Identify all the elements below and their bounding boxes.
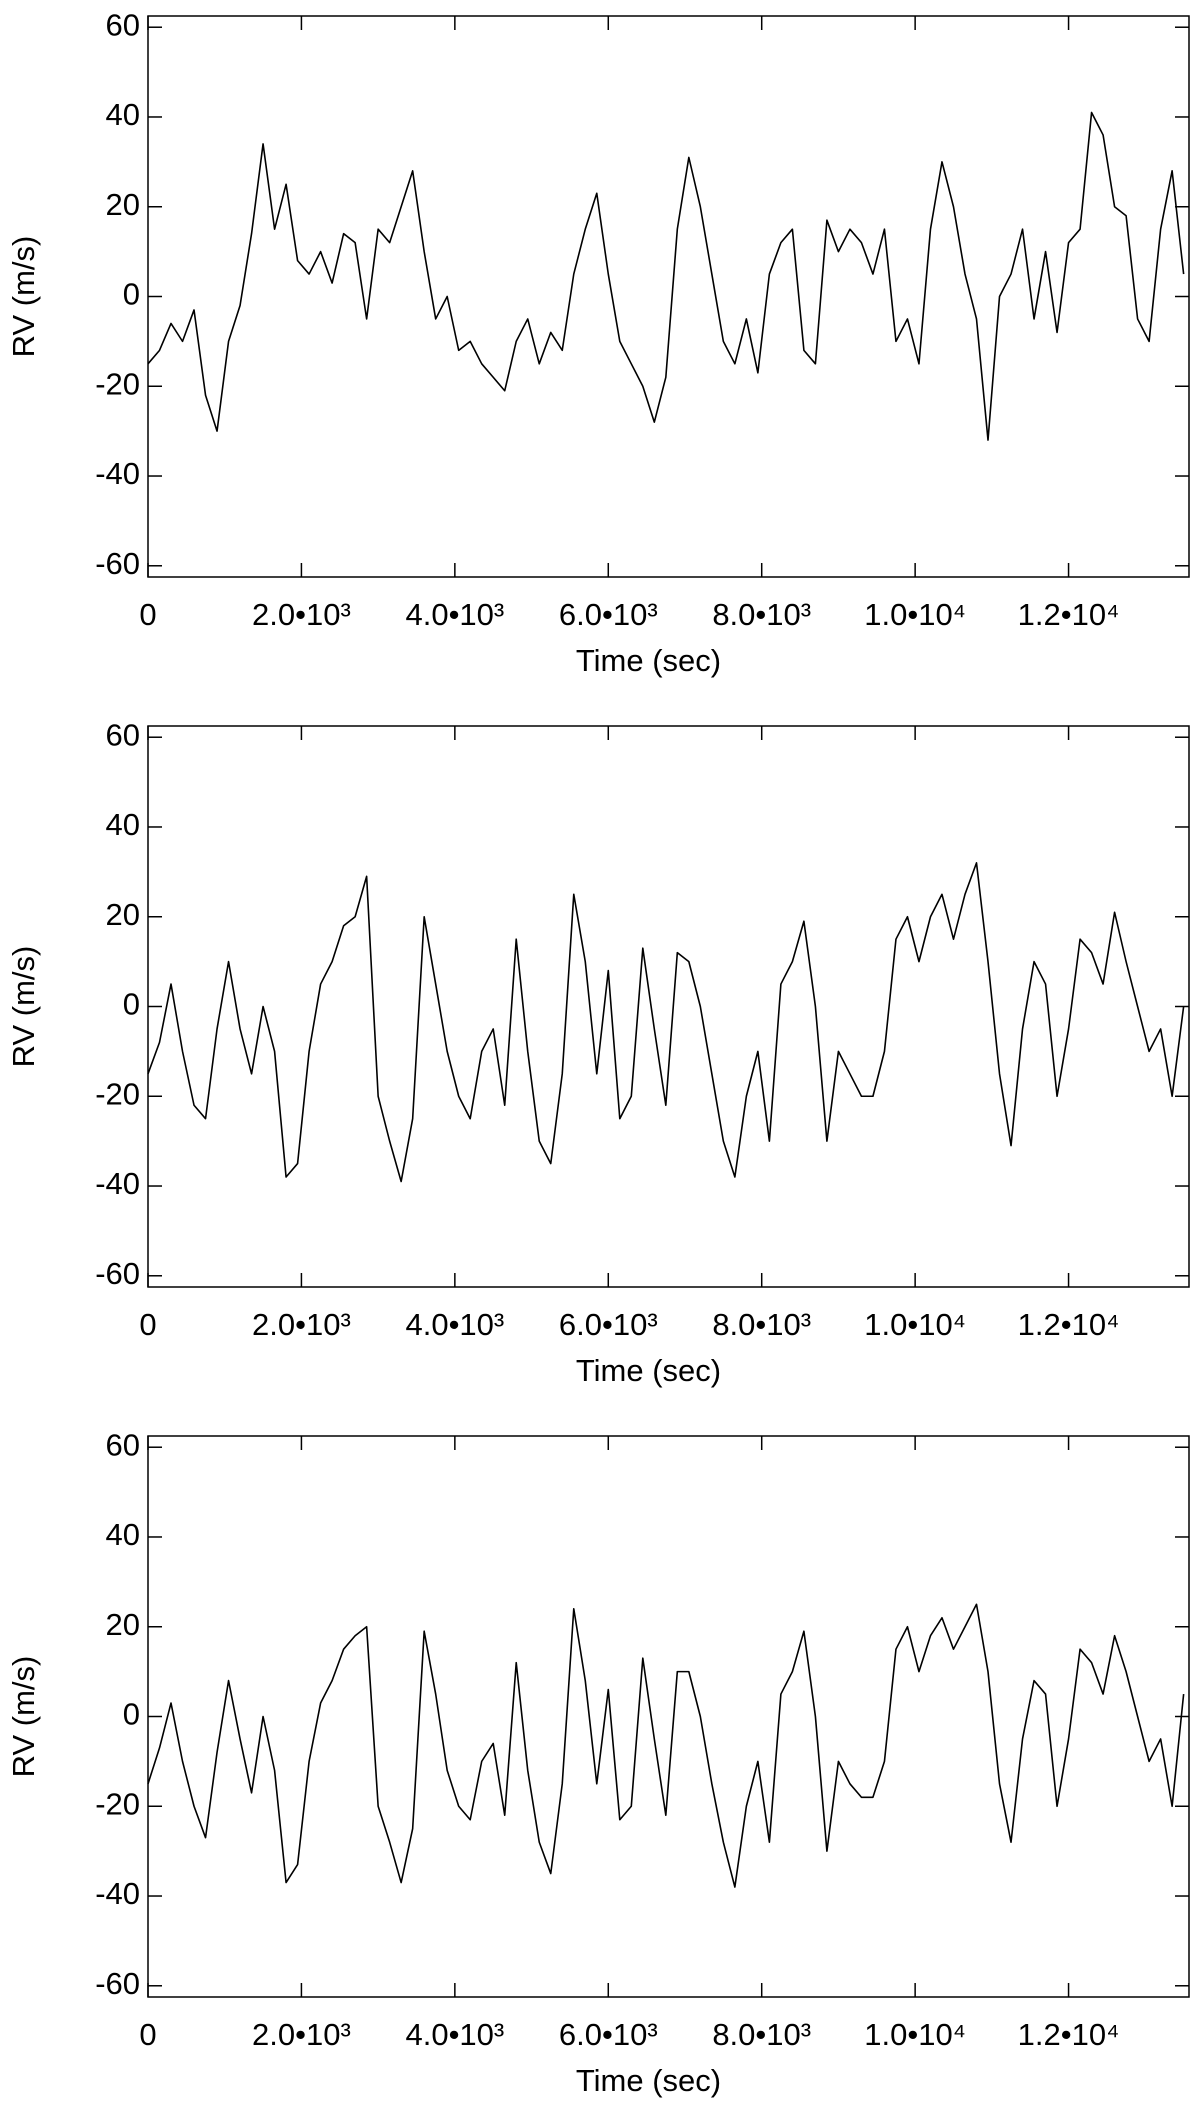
y-tick-label: 0: [123, 277, 140, 312]
x-tick-label: 2.0•10³: [252, 1307, 351, 1342]
plot-frame: [147, 725, 1190, 1288]
y-tick-label: -40: [95, 456, 140, 491]
x-tick-label: 1.0•10⁴: [864, 597, 966, 632]
x-axis-title: Time (sec): [576, 1353, 721, 1388]
y-axis-title: RV (m/s): [6, 1656, 41, 1778]
y-tick-label: -60: [95, 546, 140, 581]
y-tick-label: 40: [106, 1517, 140, 1552]
x-tick-label: 0: [139, 1307, 156, 1342]
rv-line: [147, 862, 1185, 1183]
x-axis-title: Time (sec): [576, 643, 721, 678]
plot-frame: [147, 1435, 1190, 1998]
y-axis-title: RV (m/s): [6, 946, 41, 1068]
x-tick-label: 6.0•10³: [559, 2017, 658, 2052]
rv-line: [147, 111, 1185, 441]
y-tick-label: 20: [106, 187, 140, 222]
plot-frame: [147, 15, 1190, 578]
x-axis-title: Time (sec): [576, 2063, 721, 2098]
y-tick-label: 20: [106, 897, 140, 932]
x-tick-label: 1.2•10⁴: [1018, 2017, 1120, 2052]
x-tick-label: 6.0•10³: [559, 1307, 658, 1342]
x-tick-label: 4.0•10³: [405, 1307, 504, 1342]
x-tick-label: 0: [139, 2017, 156, 2052]
y-tick-label: 40: [106, 807, 140, 842]
y-tick-label: -20: [95, 366, 140, 401]
y-tick-label: -40: [95, 1166, 140, 1201]
y-tick-label: 60: [106, 717, 140, 752]
rv-line: [147, 1603, 1185, 1888]
x-tick-label: 0: [139, 597, 156, 632]
x-tick-label: 2.0•10³: [252, 597, 351, 632]
y-tick-label: -60: [95, 1966, 140, 2001]
y-axis-title: RV (m/s): [6, 236, 41, 358]
x-tick-label: 1.2•10⁴: [1018, 597, 1120, 632]
x-tick-label: 1.0•10⁴: [864, 2017, 966, 2052]
x-tick-label: 1.2•10⁴: [1018, 1307, 1120, 1342]
x-tick-label: 1.0•10⁴: [864, 1307, 966, 1342]
y-tick-label: 0: [123, 987, 140, 1022]
y-tick-label: 60: [106, 1427, 140, 1462]
x-tick-label: 8.0•10³: [712, 597, 811, 632]
x-tick-label: 2.0•10³: [252, 2017, 351, 2052]
y-tick-label: 20: [106, 1607, 140, 1642]
y-tick-label: -20: [95, 1786, 140, 1821]
y-tick-label: 40: [106, 97, 140, 132]
x-tick-label: 8.0•10³: [712, 1307, 811, 1342]
y-tick-label: -20: [95, 1076, 140, 1111]
y-tick-label: 60: [106, 7, 140, 42]
x-tick-label: 4.0•10³: [405, 597, 504, 632]
y-tick-label: -40: [95, 1876, 140, 1911]
y-tick-label: -60: [95, 1256, 140, 1291]
x-tick-label: 8.0•10³: [712, 2017, 811, 2052]
x-tick-label: 6.0•10³: [559, 597, 658, 632]
x-tick-label: 4.0•10³: [405, 2017, 504, 2052]
y-tick-label: 0: [123, 1697, 140, 1732]
